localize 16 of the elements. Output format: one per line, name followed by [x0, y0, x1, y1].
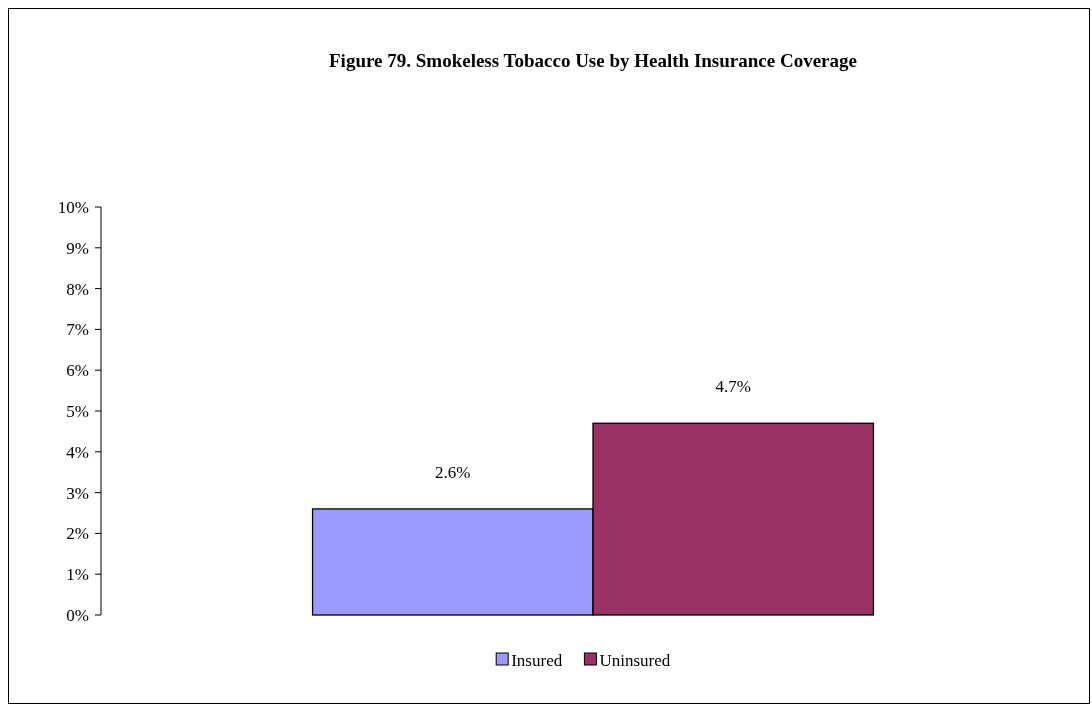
y-tick-label: 0% — [66, 605, 89, 625]
legend-label: Insured — [511, 650, 563, 670]
y-tick-label: 9% — [66, 238, 89, 258]
y-tick-label: 1% — [66, 565, 89, 585]
chart-title: Figure 79. Smokeless Tobacco Use by Health Insurance Coverage — [329, 50, 857, 71]
text: 2.6% — [435, 462, 471, 482]
y-tick-label: 2% — [66, 524, 89, 544]
y-tick-label: 3% — [66, 483, 89, 503]
legend-label: Uninsured — [599, 650, 671, 670]
y-tick-label: 6% — [66, 361, 89, 381]
y-tick-label: 5% — [66, 401, 89, 421]
y-tick-label: 8% — [66, 279, 89, 299]
y-tick-label: 4% — [66, 442, 89, 462]
y-tick-label: 10% — [57, 197, 89, 217]
y-tick-label: 7% — [66, 320, 89, 340]
text: 4.7% — [715, 377, 751, 397]
